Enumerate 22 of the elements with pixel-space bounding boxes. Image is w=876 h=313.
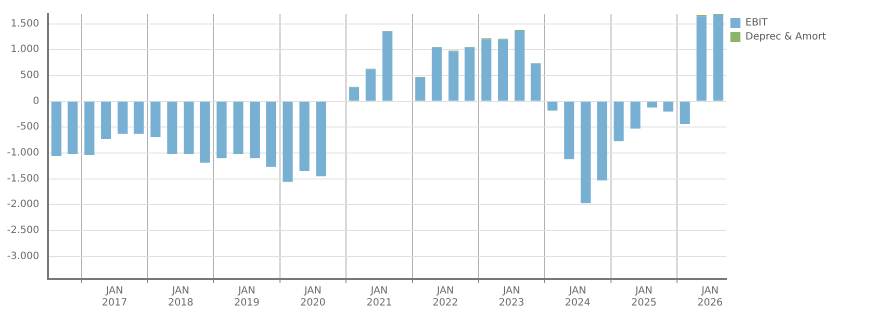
- x-tick-label: JAN 2023: [498, 286, 524, 309]
- y-tick-label: 500: [20, 70, 40, 82]
- y-tick-label: 1.000: [10, 44, 40, 56]
- x-tick-label: JAN 2019: [234, 286, 260, 309]
- y-tick-label: -3.000: [6, 250, 40, 262]
- y-tick-label: 0: [32, 96, 40, 107]
- y-tick-label: -1.500: [6, 173, 40, 184]
- x-tick-label: JAN 2022: [432, 286, 458, 309]
- x-tick-label: JAN 2026: [697, 286, 723, 309]
- y-tick-label: -1.000: [6, 148, 40, 159]
- legend-label: Deprec & Amort: [745, 32, 826, 43]
- x-tick-label: JAN 2017: [102, 286, 128, 309]
- y-tick-label: -2.500: [6, 225, 40, 236]
- x-tick-label: JAN 2020: [300, 286, 326, 309]
- legend-label: EBIT: [745, 18, 768, 29]
- x-tick-label: JAN 2025: [631, 286, 657, 309]
- x-tick-label: JAN 2021: [366, 286, 392, 309]
- x-tick-label: JAN 2024: [564, 286, 590, 309]
- y-tick-label: -2.000: [6, 199, 40, 210]
- y-tick-label: -500: [16, 122, 40, 133]
- x-tick-label: JAN 2018: [168, 286, 194, 309]
- y-tick-label: 1.500: [10, 18, 40, 30]
